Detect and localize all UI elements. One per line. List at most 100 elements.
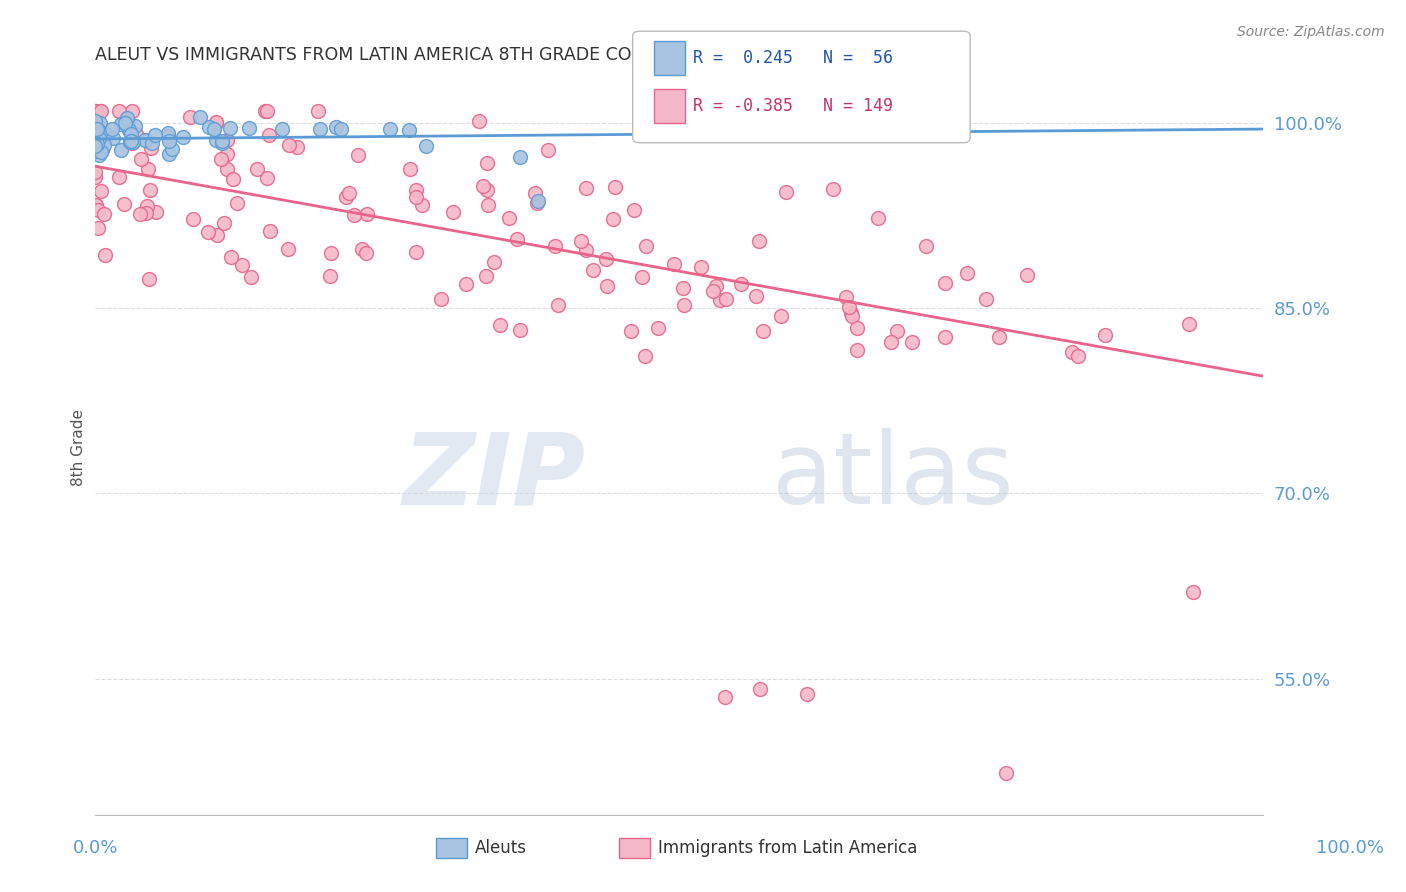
Point [118, 123, 141, 137]
Point [139, 141, 162, 155]
Point [838, 300, 860, 314]
Point [257, 128, 280, 142]
Point [886, 324, 908, 338]
Point [209, 152, 232, 166]
Point [994, 765, 1017, 780]
Point [730, 277, 752, 291]
Point [256, 171, 278, 186]
Point [523, 186, 546, 200]
Point [506, 232, 529, 246]
Point [96, 127, 118, 141]
Point [350, 242, 373, 256]
Point [215, 133, 238, 147]
Point [1178, 317, 1201, 331]
Text: R =  0.245   N =  56: R = 0.245 N = 56 [693, 49, 893, 67]
Point [509, 151, 531, 165]
Point [87, 131, 110, 145]
Point [749, 681, 772, 696]
Point [135, 206, 157, 220]
Point [673, 298, 696, 312]
Point [277, 137, 299, 152]
Point [135, 133, 157, 147]
Text: 100.0%: 100.0% [1316, 839, 1384, 857]
Point [1015, 268, 1038, 283]
Point [354, 246, 377, 260]
Point [103, 131, 125, 145]
Point [87, 135, 110, 149]
Point [1062, 345, 1084, 359]
Point [188, 110, 211, 124]
Point [202, 122, 225, 136]
Point [477, 155, 499, 169]
Point [83, 198, 105, 212]
Point [702, 285, 724, 299]
Point [509, 323, 531, 337]
Point [716, 293, 738, 307]
Point [145, 204, 167, 219]
Point [112, 197, 135, 211]
Point [411, 197, 433, 211]
Point [335, 190, 357, 204]
Point [709, 293, 731, 307]
Point [468, 113, 491, 128]
Point [988, 329, 1011, 343]
Point [231, 258, 253, 272]
Point [405, 190, 427, 204]
Point [537, 143, 560, 157]
Point [378, 122, 401, 136]
Point [197, 120, 219, 134]
Point [84, 198, 107, 212]
Point [239, 270, 262, 285]
Text: Source: ZipAtlas.com: Source: ZipAtlas.com [1237, 25, 1385, 39]
Point [1181, 585, 1204, 599]
Point [915, 239, 938, 253]
Point [841, 309, 863, 323]
Point [110, 143, 132, 157]
Point [398, 123, 420, 137]
Point [489, 318, 512, 332]
Point [218, 121, 240, 136]
Point [110, 117, 132, 131]
Point [330, 122, 353, 136]
Point [84, 138, 107, 153]
Text: ZIP: ZIP [402, 428, 585, 525]
Point [205, 116, 228, 130]
Text: Aleuts: Aleuts [475, 839, 527, 857]
Point [631, 270, 654, 285]
Point [752, 324, 775, 338]
Point [845, 343, 868, 357]
Point [498, 211, 520, 226]
Text: atlas: atlas [772, 428, 1014, 525]
Point [207, 228, 229, 243]
Point [172, 129, 194, 144]
Point [129, 206, 152, 220]
Point [430, 293, 453, 307]
Point [259, 224, 281, 238]
Point [277, 243, 299, 257]
Point [114, 116, 136, 130]
Point [571, 234, 593, 248]
Point [86, 118, 108, 132]
Point [120, 135, 142, 149]
Point [238, 121, 260, 136]
Point [595, 252, 617, 267]
Point [748, 234, 770, 248]
Point [160, 141, 183, 155]
Point [141, 136, 163, 150]
Point [484, 255, 506, 269]
Point [84, 144, 107, 158]
Point [121, 103, 143, 118]
Text: R = -0.385   N = 149: R = -0.385 N = 149 [693, 97, 893, 115]
Point [405, 183, 427, 197]
Point [211, 134, 233, 148]
Point [94, 127, 117, 141]
Point [634, 239, 657, 253]
Point [197, 225, 219, 239]
Point [117, 115, 139, 129]
Point [835, 290, 858, 304]
Point [93, 206, 115, 220]
Point [544, 239, 567, 253]
Point [900, 334, 922, 349]
Point [441, 204, 464, 219]
Point [84, 105, 107, 120]
